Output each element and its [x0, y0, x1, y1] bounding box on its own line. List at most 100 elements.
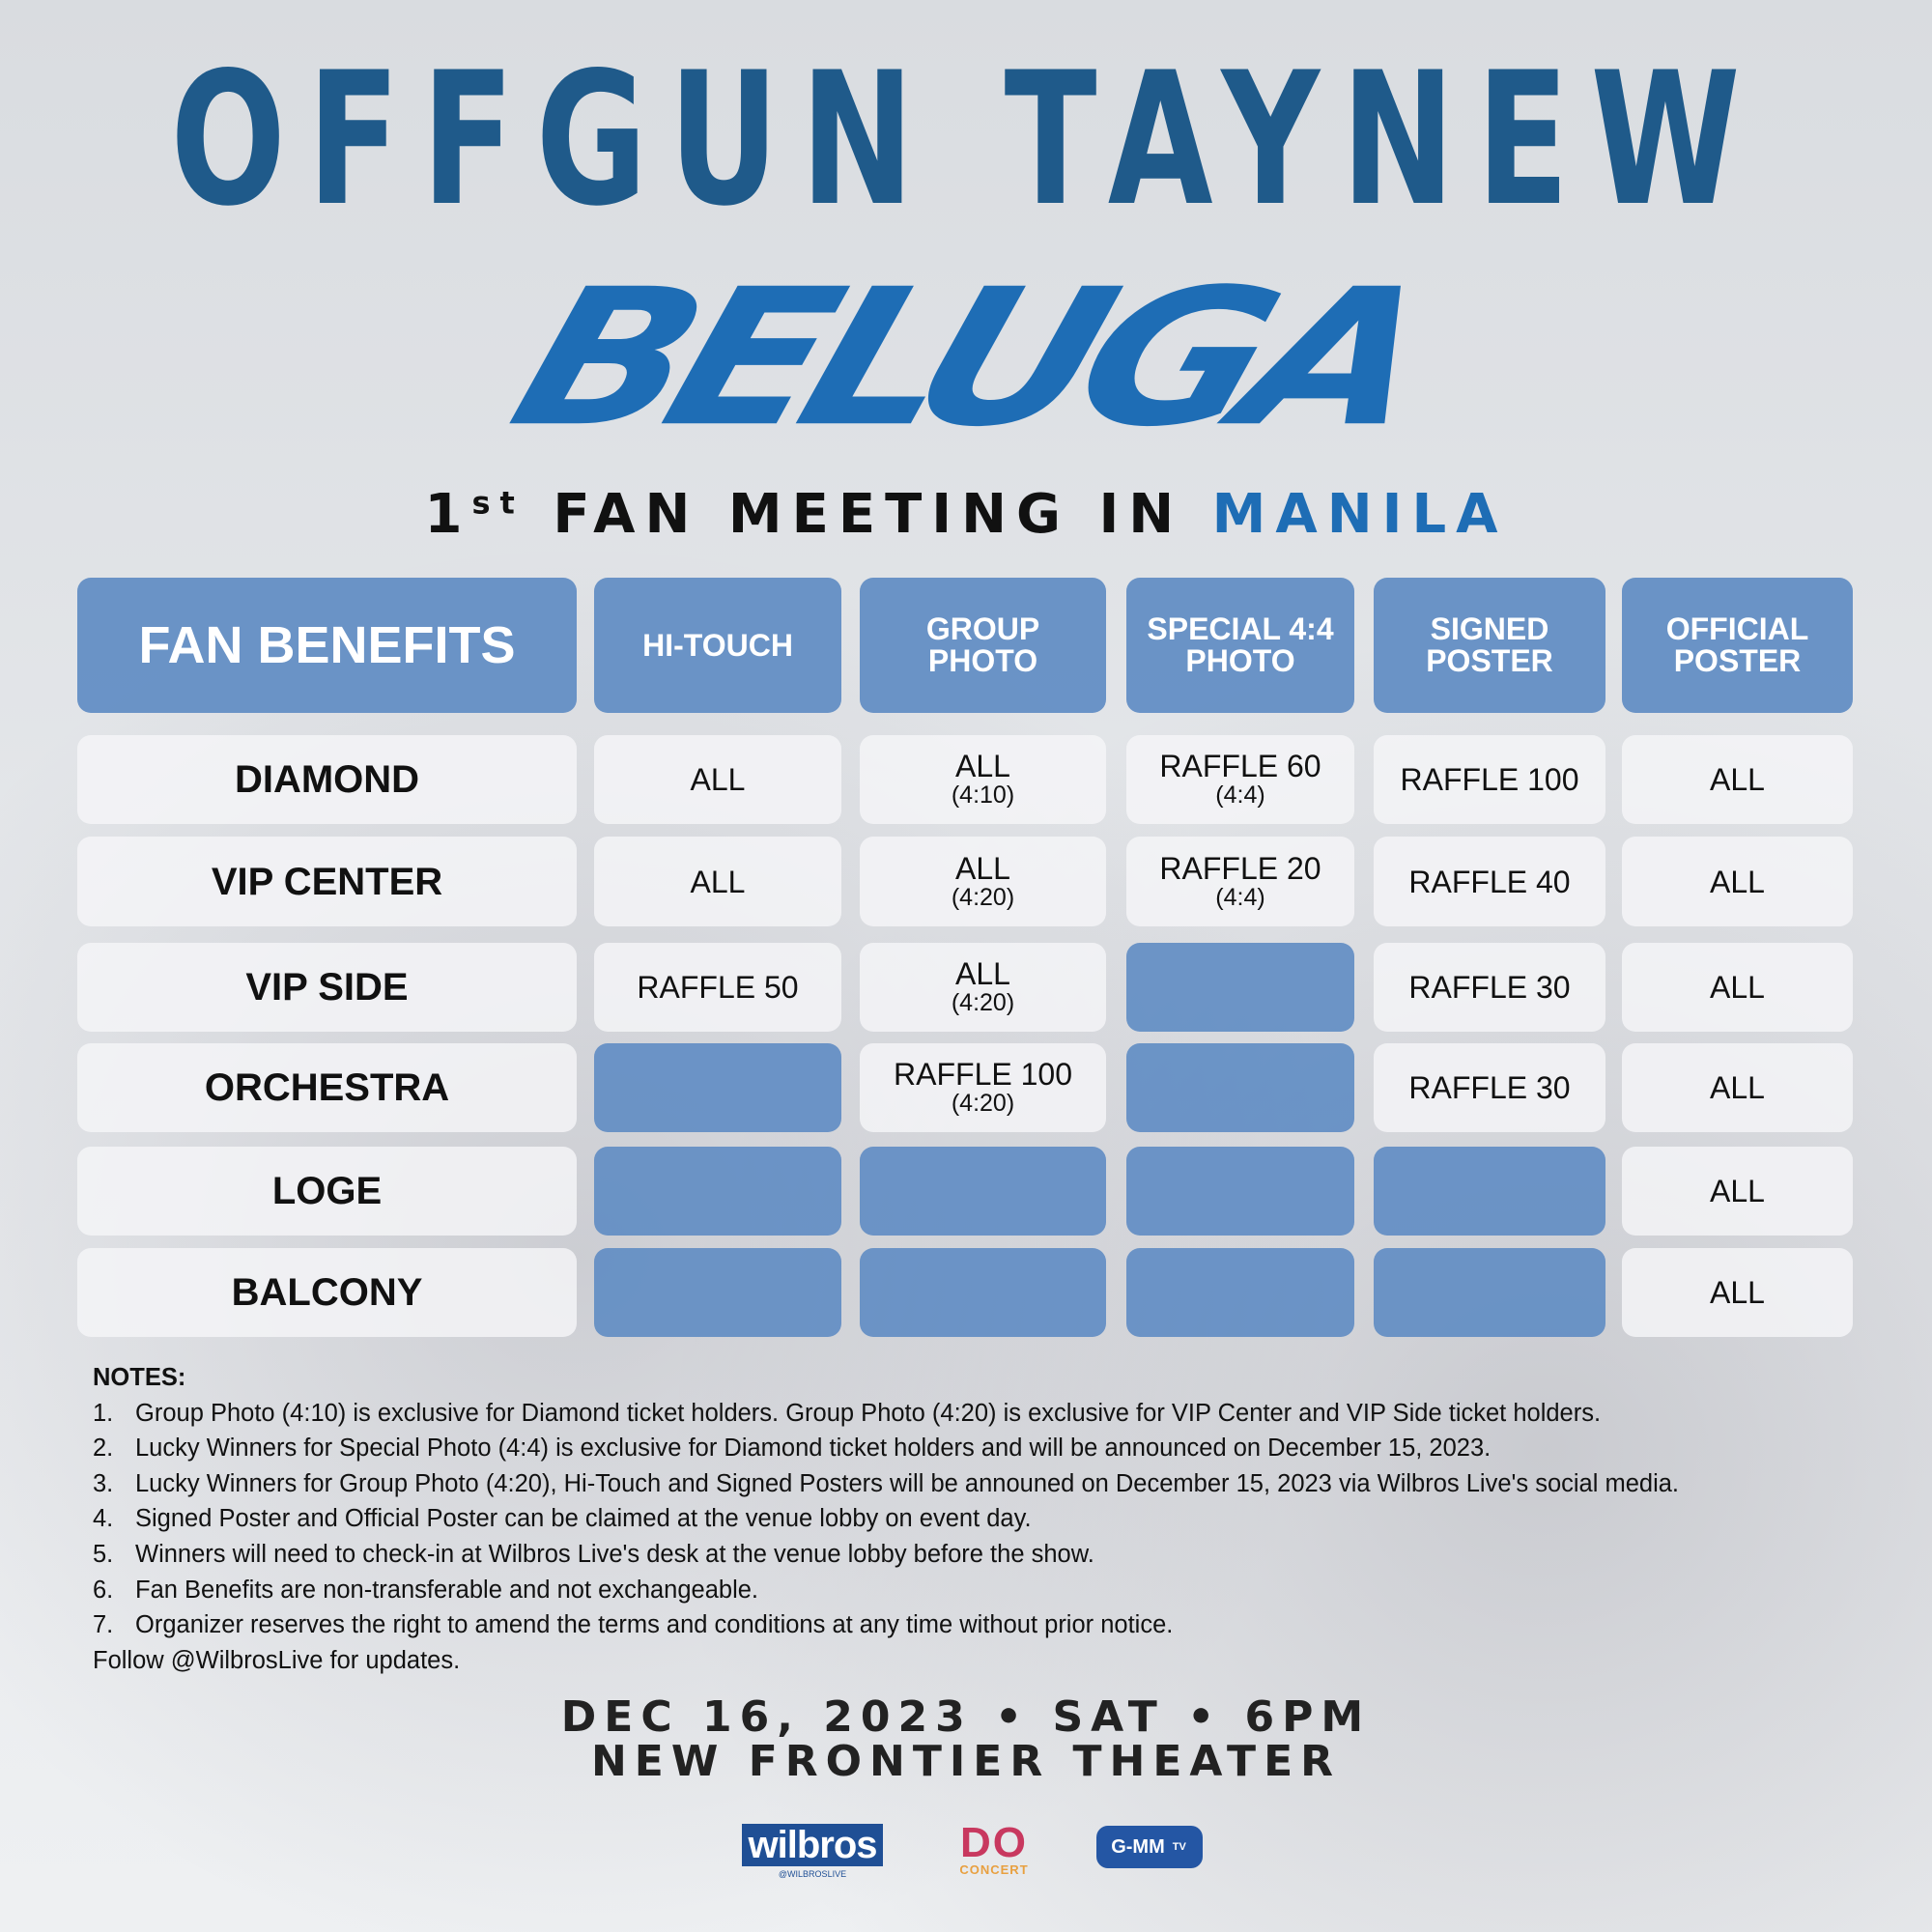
benefit-value: ALL	[955, 850, 1010, 886]
header-cell: SPECIAL 4:4 PHOTO	[1126, 578, 1354, 713]
notes-list: 1. Group Photo (4:10) is exclusive for Di…	[93, 1396, 1909, 1643]
header-label: SIGNED POSTER	[1426, 611, 1553, 678]
benefit-cell: RAFFLE 100	[1374, 735, 1605, 824]
benefit-value: ALL	[1710, 1275, 1765, 1310]
benefit-cell: ALL	[1622, 735, 1853, 824]
note-item: 5. Winners will need to check-in at Wilbr…	[93, 1537, 1909, 1573]
tier-cell: DIAMOND	[77, 735, 577, 824]
empty-benefit-cell	[594, 1043, 841, 1132]
ordinal: 1	[424, 483, 472, 546]
benefit-value: RAFFLE 40	[1408, 864, 1571, 899]
tier-cell: ORCHESTRA	[77, 1043, 577, 1132]
benefit-detail: (4:4)	[1215, 883, 1265, 911]
header-label: SPECIAL 4:4 PHOTO	[1147, 611, 1334, 678]
benefit-cell: ALL	[1622, 1248, 1853, 1337]
gmm-tv-wordmark: TV	[1170, 1839, 1188, 1855]
note-item: 2. Lucky Winners for Special Photo (4:4) …	[93, 1431, 1909, 1466]
note-number: 2.	[93, 1435, 114, 1463]
benefit-cell: RAFFLE 40	[1374, 837, 1605, 926]
empty-benefit-cell	[1126, 1043, 1354, 1132]
benefit-value: RAFFLE 100	[894, 1057, 1072, 1092]
note-number: 4.	[93, 1505, 114, 1533]
notes-footer: Follow @WilbrosLive for updates.	[93, 1646, 461, 1674]
note-number: 7.	[93, 1611, 114, 1639]
tier-label: BALCONY	[231, 1271, 423, 1314]
header-cell: FAN BENEFITS	[77, 578, 577, 713]
empty-benefit-cell	[1126, 943, 1354, 1032]
wilbros-wordmark: wilbros	[742, 1824, 883, 1866]
benefit-cell: ALL (4:20)	[860, 943, 1106, 1032]
gmm-tv-logo: G-MM TV	[1096, 1826, 1203, 1868]
note-number: 1.	[93, 1399, 114, 1427]
header-cell: HI-TOUCH	[594, 578, 841, 713]
benefit-cell: ALL	[594, 837, 841, 926]
benefit-cell: ALL	[1622, 1043, 1853, 1132]
benefit-value: RAFFLE 100	[1400, 762, 1579, 797]
benefit-cell: ALL	[1622, 943, 1853, 1032]
benefit-value: RAFFLE 30	[1408, 1070, 1571, 1105]
header-label: HI-TOUCH	[642, 627, 793, 663]
benefit-cell: ALL (4:10)	[860, 735, 1106, 824]
benefit-value: ALL	[955, 749, 1010, 783]
benefit-detail: (4:20)	[951, 1090, 1015, 1117]
benefit-value: ALL	[1710, 1070, 1765, 1105]
tier-label: VIP SIDE	[245, 966, 409, 1009]
header-cell: SIGNED POSTER	[1374, 578, 1605, 713]
empty-benefit-cell	[1374, 1147, 1605, 1236]
event-datetime: DEC 16, 2023 • SAT • 6PM	[560, 1692, 1372, 1742]
artist-title-wrap: OFFGUN TAYNEW	[0, 43, 1932, 237]
note-number: 6.	[93, 1576, 114, 1604]
empty-benefit-cell	[594, 1147, 841, 1236]
gmm-wordmark: G-MM	[1111, 1835, 1165, 1858]
event-logo: BELUGA	[490, 249, 1442, 469]
empty-benefit-cell	[1374, 1248, 1605, 1337]
benefit-detail: (4:20)	[951, 883, 1015, 911]
empty-benefit-cell	[1126, 1147, 1354, 1236]
header-label: OFFICIAL POSTER	[1665, 611, 1809, 678]
note-text: Signed Poster and Official Poster can be…	[135, 1505, 1032, 1533]
benefit-value: RAFFLE 20	[1159, 850, 1321, 886]
event-logo-wrap: BELUGA	[0, 249, 1932, 469]
empty-benefit-cell	[594, 1248, 841, 1337]
note-item: 7. Organizer reserves the right to amend …	[93, 1607, 1909, 1643]
note-text: Fan Benefits are non-transferable and no…	[135, 1576, 759, 1604]
benefit-cell: RAFFLE 100 (4:20)	[860, 1043, 1106, 1132]
wilbros-logo: wilbros @WILBROSLIVE	[742, 1824, 883, 1879]
benefit-value: ALL	[955, 956, 1010, 991]
header-cell: OFFICIAL POSTER	[1622, 578, 1853, 713]
event-info: DEC 16, 2023 • SAT • 6PM NEW FRONTIER TH…	[0, 1695, 1932, 1784]
header-label: GROUP PHOTO	[925, 611, 1040, 678]
note-text: Winners will need to check-in at Wilbros…	[135, 1540, 1094, 1568]
benefit-detail: (4:20)	[951, 989, 1015, 1016]
benefit-cell: ALL	[1622, 837, 1853, 926]
benefit-cell: RAFFLE 30	[1374, 1043, 1605, 1132]
empty-benefit-cell	[860, 1248, 1106, 1337]
benefit-cell: ALL	[1622, 1147, 1853, 1236]
note-number: 3.	[93, 1469, 114, 1497]
artist-title: OFFGUN TAYNEW	[170, 33, 1762, 246]
tier-label: VIP CENTER	[211, 860, 443, 903]
note-text: Lucky Winners for Group Photo (4:20), Hi…	[135, 1469, 1680, 1497]
notes-heading: NOTES:	[93, 1364, 186, 1391]
note-text: Group Photo (4:10) is exclusive for Diam…	[135, 1399, 1602, 1427]
benefit-detail: (4:4)	[1215, 781, 1265, 809]
benefit-cell: RAFFLE 60 (4:4)	[1126, 735, 1354, 824]
note-text: Lucky Winners for Special Photo (4:4) is…	[135, 1435, 1492, 1463]
empty-benefit-cell	[860, 1147, 1106, 1236]
benefit-value: ALL	[1710, 970, 1765, 1005]
benefit-detail: (4:10)	[951, 781, 1015, 809]
note-number: 5.	[93, 1540, 114, 1568]
notes: NOTES: 1. Group Photo (4:10) is exclusive…	[93, 1360, 1909, 1678]
benefit-cell: RAFFLE 20 (4:4)	[1126, 837, 1354, 926]
tier-cell: VIP SIDE	[77, 943, 577, 1032]
subtitle-text: FAN MEETING IN	[553, 483, 1184, 546]
benefit-value: RAFFLE 30	[1408, 970, 1571, 1005]
event-venue: NEW FRONTIER THEATER	[590, 1737, 1342, 1786]
header-cell: GROUP PHOTO	[860, 578, 1106, 713]
benefit-value: ALL	[1710, 1174, 1765, 1208]
note-item: 3. Lucky Winners for Group Photo (4:20), …	[93, 1466, 1909, 1502]
wilbros-handle: @WILBROSLIVE	[778, 1869, 847, 1879]
tier-cell: BALCONY	[77, 1248, 577, 1337]
benefit-value: RAFFLE 60	[1159, 749, 1321, 783]
tier-cell: LOGE	[77, 1147, 577, 1236]
